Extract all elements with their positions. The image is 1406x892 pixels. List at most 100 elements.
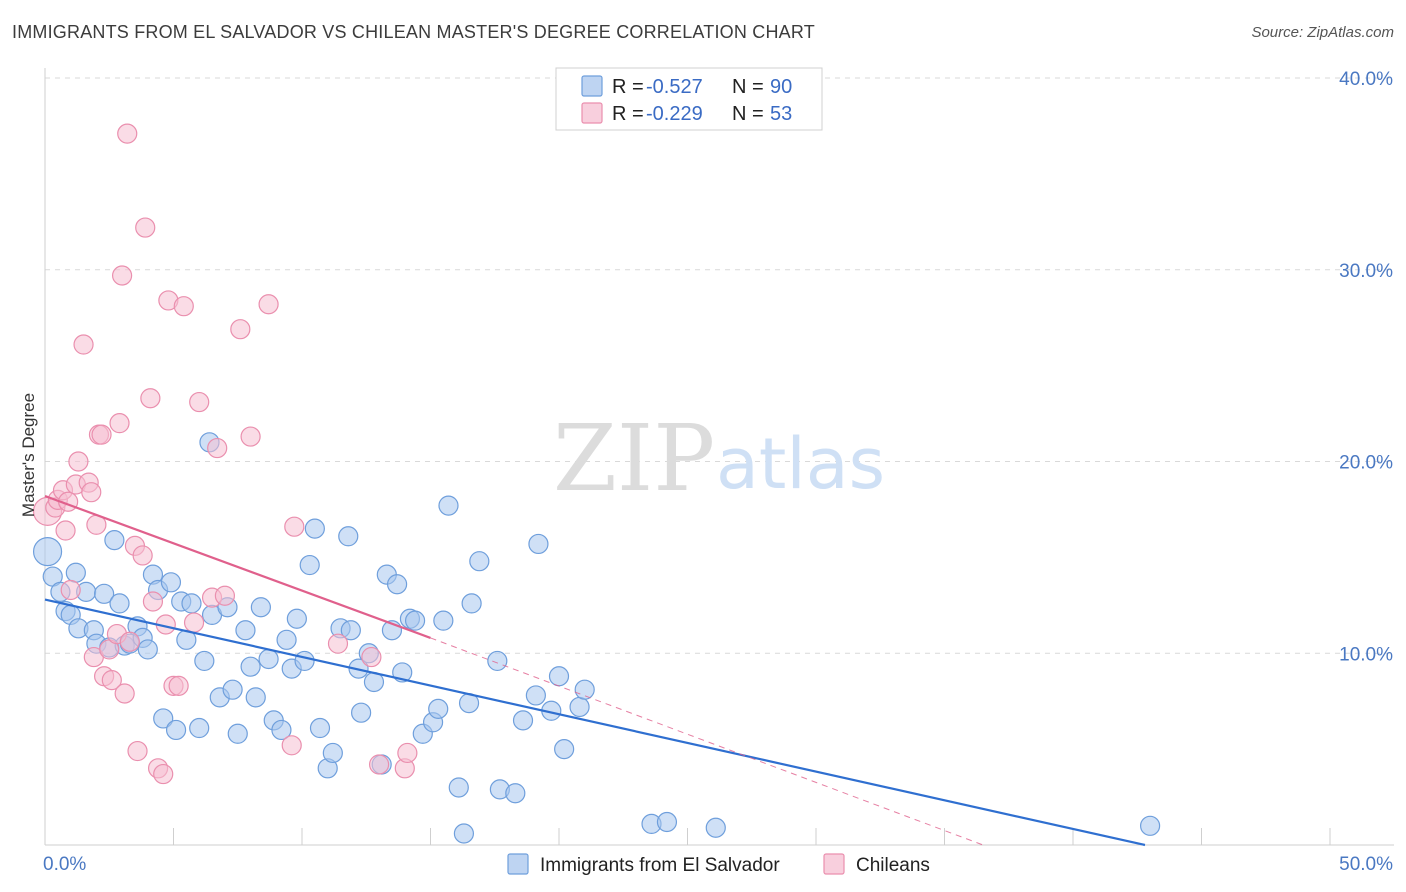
el-salvador-point (32, 537, 63, 567)
el-salvador-point (258, 648, 279, 670)
legend-swatch-blue (581, 75, 603, 97)
legend-swatch-pink (581, 102, 603, 124)
tick-labels: 10.0% 20.0% 30.0% 40.0% 0.0% 50.0% (43, 69, 1393, 875)
trendline-chileans (44, 494, 431, 639)
el-salvador-point (1139, 815, 1161, 836)
grid-lines (45, 77, 1394, 654)
series-legend-label-el-salvador: Immigrants from El Salvador (540, 855, 780, 876)
chileans-point (258, 294, 279, 315)
chileans-point (142, 591, 164, 612)
chileans-point (68, 451, 89, 472)
watermark-zip: ZIP (553, 405, 715, 512)
chileans-point (214, 585, 235, 606)
el-salvador-point (286, 608, 307, 629)
el-salvador-point (351, 702, 372, 723)
el-salvador-point (340, 620, 361, 641)
el-salvador-point (525, 685, 546, 706)
el-salvador-point (235, 620, 256, 641)
el-salvador-point (461, 593, 482, 614)
el-salvador-point (165, 719, 187, 741)
correlation-legend: R = -0.527 N = 90 R = -0.229 N = 53 (555, 67, 823, 131)
chileans-point (140, 388, 161, 409)
el-salvador-point (240, 656, 261, 677)
y-tick-label: 20.0% (1339, 453, 1393, 474)
chileans-point (361, 646, 382, 668)
el-salvador-point (656, 811, 678, 833)
x-tick-label: 50.0% (1339, 854, 1393, 875)
el-salvador-point (222, 679, 243, 700)
el-salvador-point (487, 650, 508, 672)
legend-r-value-2: -0.229 (646, 103, 703, 125)
chileans-point (127, 740, 148, 762)
legend-n-value-1: 90 (770, 76, 792, 98)
el-salvador-point (512, 710, 534, 731)
chileans-point (183, 612, 205, 633)
series-legend-swatch-blue (507, 853, 529, 875)
chileans-point (114, 683, 135, 704)
chart-title: IMMIGRANTS FROM EL SALVADOR VS CHILEAN M… (12, 22, 815, 42)
chileans-point (101, 669, 122, 691)
el-salvador-point (569, 696, 590, 718)
y-tick-label: 40.0% (1339, 69, 1393, 90)
el-salvador-point (194, 650, 215, 672)
x-tick-label: 0.0% (43, 854, 86, 875)
el-salvador-point (505, 783, 526, 804)
el-salvador-point (153, 708, 174, 729)
el-salvador-point (227, 723, 248, 744)
el-salvador-point (109, 593, 130, 614)
series-legend-label-chileans: Chileans (856, 855, 930, 876)
el-salvador-point (271, 719, 292, 741)
chileans-point (153, 763, 174, 785)
trend-lines (44, 494, 1146, 847)
el-salvador-point (705, 817, 726, 838)
chileans-point (240, 426, 261, 447)
legend-n-label-1: N = (732, 76, 764, 98)
watermark: ZIP atlas (553, 405, 885, 512)
el-salvador-point (250, 597, 271, 618)
chileans-point (60, 579, 81, 601)
el-salvador-point (338, 526, 359, 547)
el-salvador-point (433, 610, 454, 631)
el-salvador-point (189, 717, 210, 739)
axes (44, 68, 1394, 846)
legend-r-label-1: R = (612, 76, 644, 98)
el-salvador-point (453, 823, 475, 844)
el-salvador-point (404, 610, 426, 631)
el-salvador-point (160, 572, 182, 593)
el-salvador-point (137, 639, 158, 660)
chileans-point (281, 735, 302, 756)
chileans-point (135, 217, 156, 238)
el-salvador-point (448, 777, 469, 798)
y-axis-label: Master's Degree (19, 393, 38, 517)
el-salvador-point (65, 562, 86, 583)
legend-n-value-2: 53 (770, 103, 792, 125)
chileans-point (73, 334, 94, 355)
watermark-atlas: atlas (716, 423, 885, 505)
el-salvador-point (428, 698, 449, 719)
chileans-point (207, 437, 228, 459)
el-salvador-point (554, 739, 575, 760)
chileans-point (91, 424, 112, 445)
chileans-point (109, 413, 130, 434)
chileans-point (397, 742, 418, 764)
chileans-point (111, 265, 133, 286)
series-el-salvador-points (32, 432, 1161, 844)
chart-source: Source: ZipAtlas.com (1251, 24, 1394, 41)
el-salvador-point (299, 554, 320, 576)
chileans-point (230, 319, 251, 340)
el-salvador-point (181, 593, 202, 614)
legend-n-label-2: N = (732, 103, 764, 125)
el-salvador-point (548, 666, 570, 687)
el-salvador-point (245, 687, 266, 708)
legend-r-value-1: -0.527 (646, 76, 703, 98)
y-tick-label: 10.0% (1339, 644, 1393, 665)
el-salvador-point (438, 495, 459, 516)
series-chileans-points (32, 123, 418, 785)
chileans-point (132, 545, 153, 566)
el-salvador-point (309, 717, 331, 739)
chileans-point (81, 482, 102, 503)
el-salvador-point (386, 574, 408, 595)
y-tick-label: 30.0% (1339, 261, 1393, 282)
legend-r-label-2: R = (612, 103, 644, 125)
